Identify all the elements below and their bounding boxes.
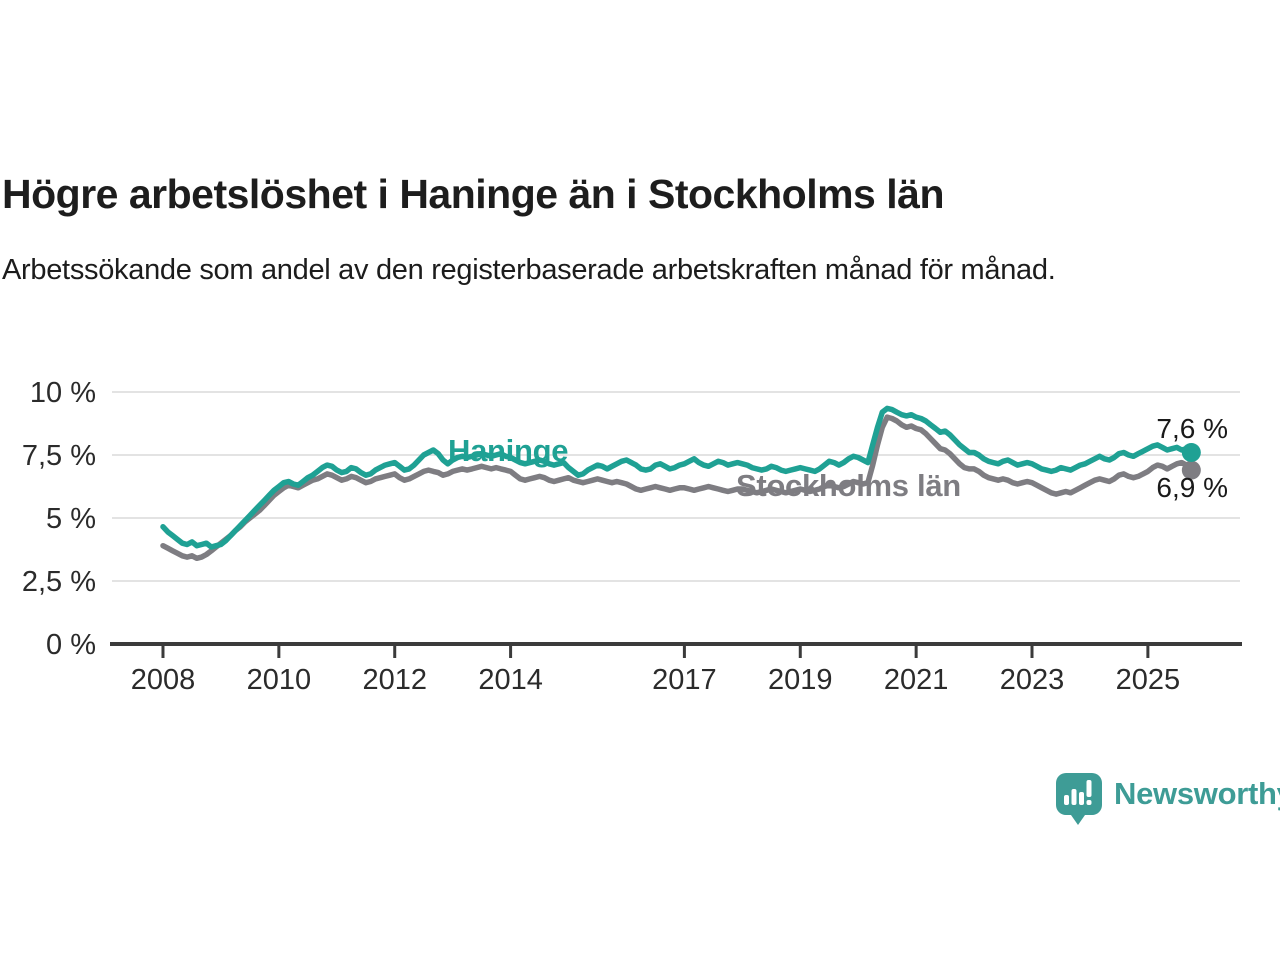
y-axis-tick-label: 0 % bbox=[46, 629, 96, 661]
y-axis-tick-label: 5 % bbox=[46, 503, 96, 535]
line-haninge bbox=[160, 405, 1195, 550]
newsworthy-logo: Newsworthy bbox=[1056, 773, 1280, 827]
end-dot-stockholm bbox=[1181, 460, 1201, 480]
chart-subtitle: Arbetssökande som andel av den registerb… bbox=[2, 254, 1056, 286]
y-axis-tick-label: 2,5 % bbox=[22, 566, 96, 598]
newsworthy-bubble-chart-icon bbox=[1056, 773, 1102, 825]
x-axis-tick-label: 2008 bbox=[131, 664, 196, 696]
x-axis-tick-label: 2012 bbox=[362, 664, 427, 696]
x-axis-tick-label: 2014 bbox=[478, 664, 543, 696]
end-dot-haninge bbox=[1181, 442, 1201, 462]
x-axis-tick-label: 2019 bbox=[768, 664, 833, 696]
y-axis-tick-label: 10 % bbox=[30, 377, 96, 409]
line-stockholm bbox=[160, 414, 1195, 562]
newsworthy-logo-text: Newsworthy bbox=[1114, 776, 1280, 811]
y-axis-tick-label: 7,5 % bbox=[22, 440, 96, 472]
x-axis-tick-label: 2021 bbox=[884, 664, 949, 696]
x-axis-tick-label: 2010 bbox=[247, 664, 312, 696]
x-axis-tick-label: 2025 bbox=[1116, 664, 1181, 696]
end-value-stockholm: 6,9 % bbox=[1156, 472, 1228, 503]
series-label-stockholm: Stockholms län bbox=[736, 468, 961, 503]
x-axis-tick-label: 2017 bbox=[652, 664, 717, 696]
end-value-haninge: 7,6 % bbox=[1156, 413, 1228, 444]
series-label-haninge: Haninge bbox=[448, 433, 569, 468]
x-axis-tick-label: 2023 bbox=[1000, 664, 1065, 696]
page-title: Högre arbetslöshet i Haninge än i Stockh… bbox=[2, 171, 944, 218]
